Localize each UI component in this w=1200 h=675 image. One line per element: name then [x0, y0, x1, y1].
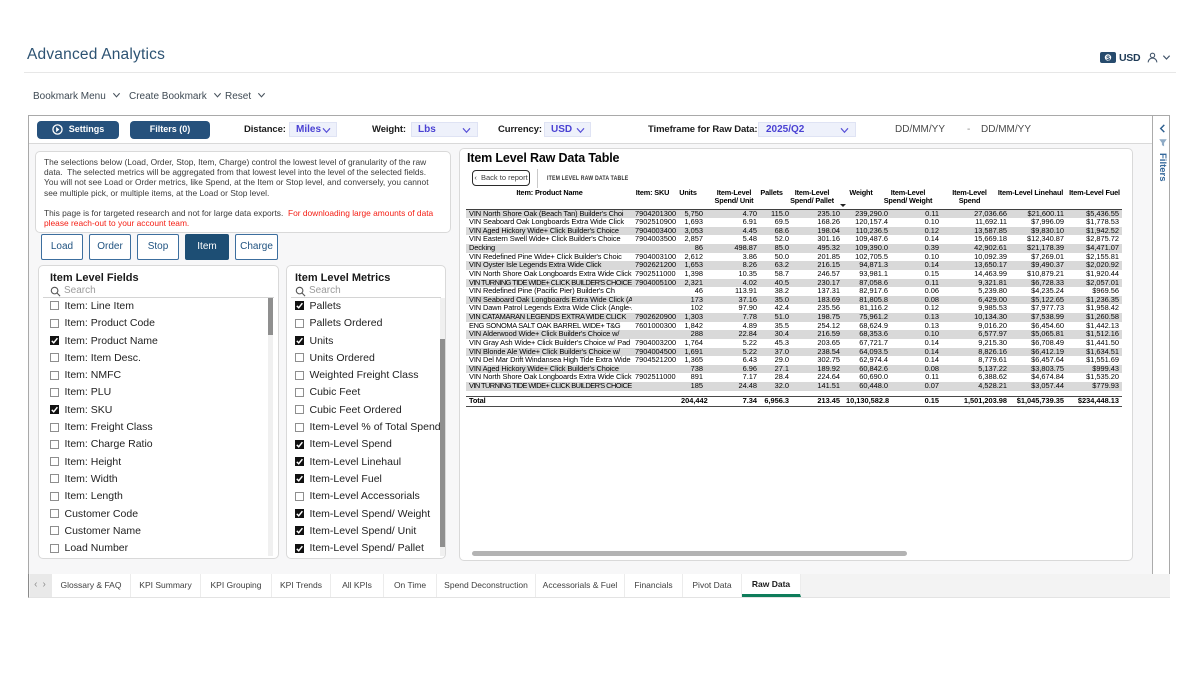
svg-text:$: $ [1106, 55, 1110, 62]
